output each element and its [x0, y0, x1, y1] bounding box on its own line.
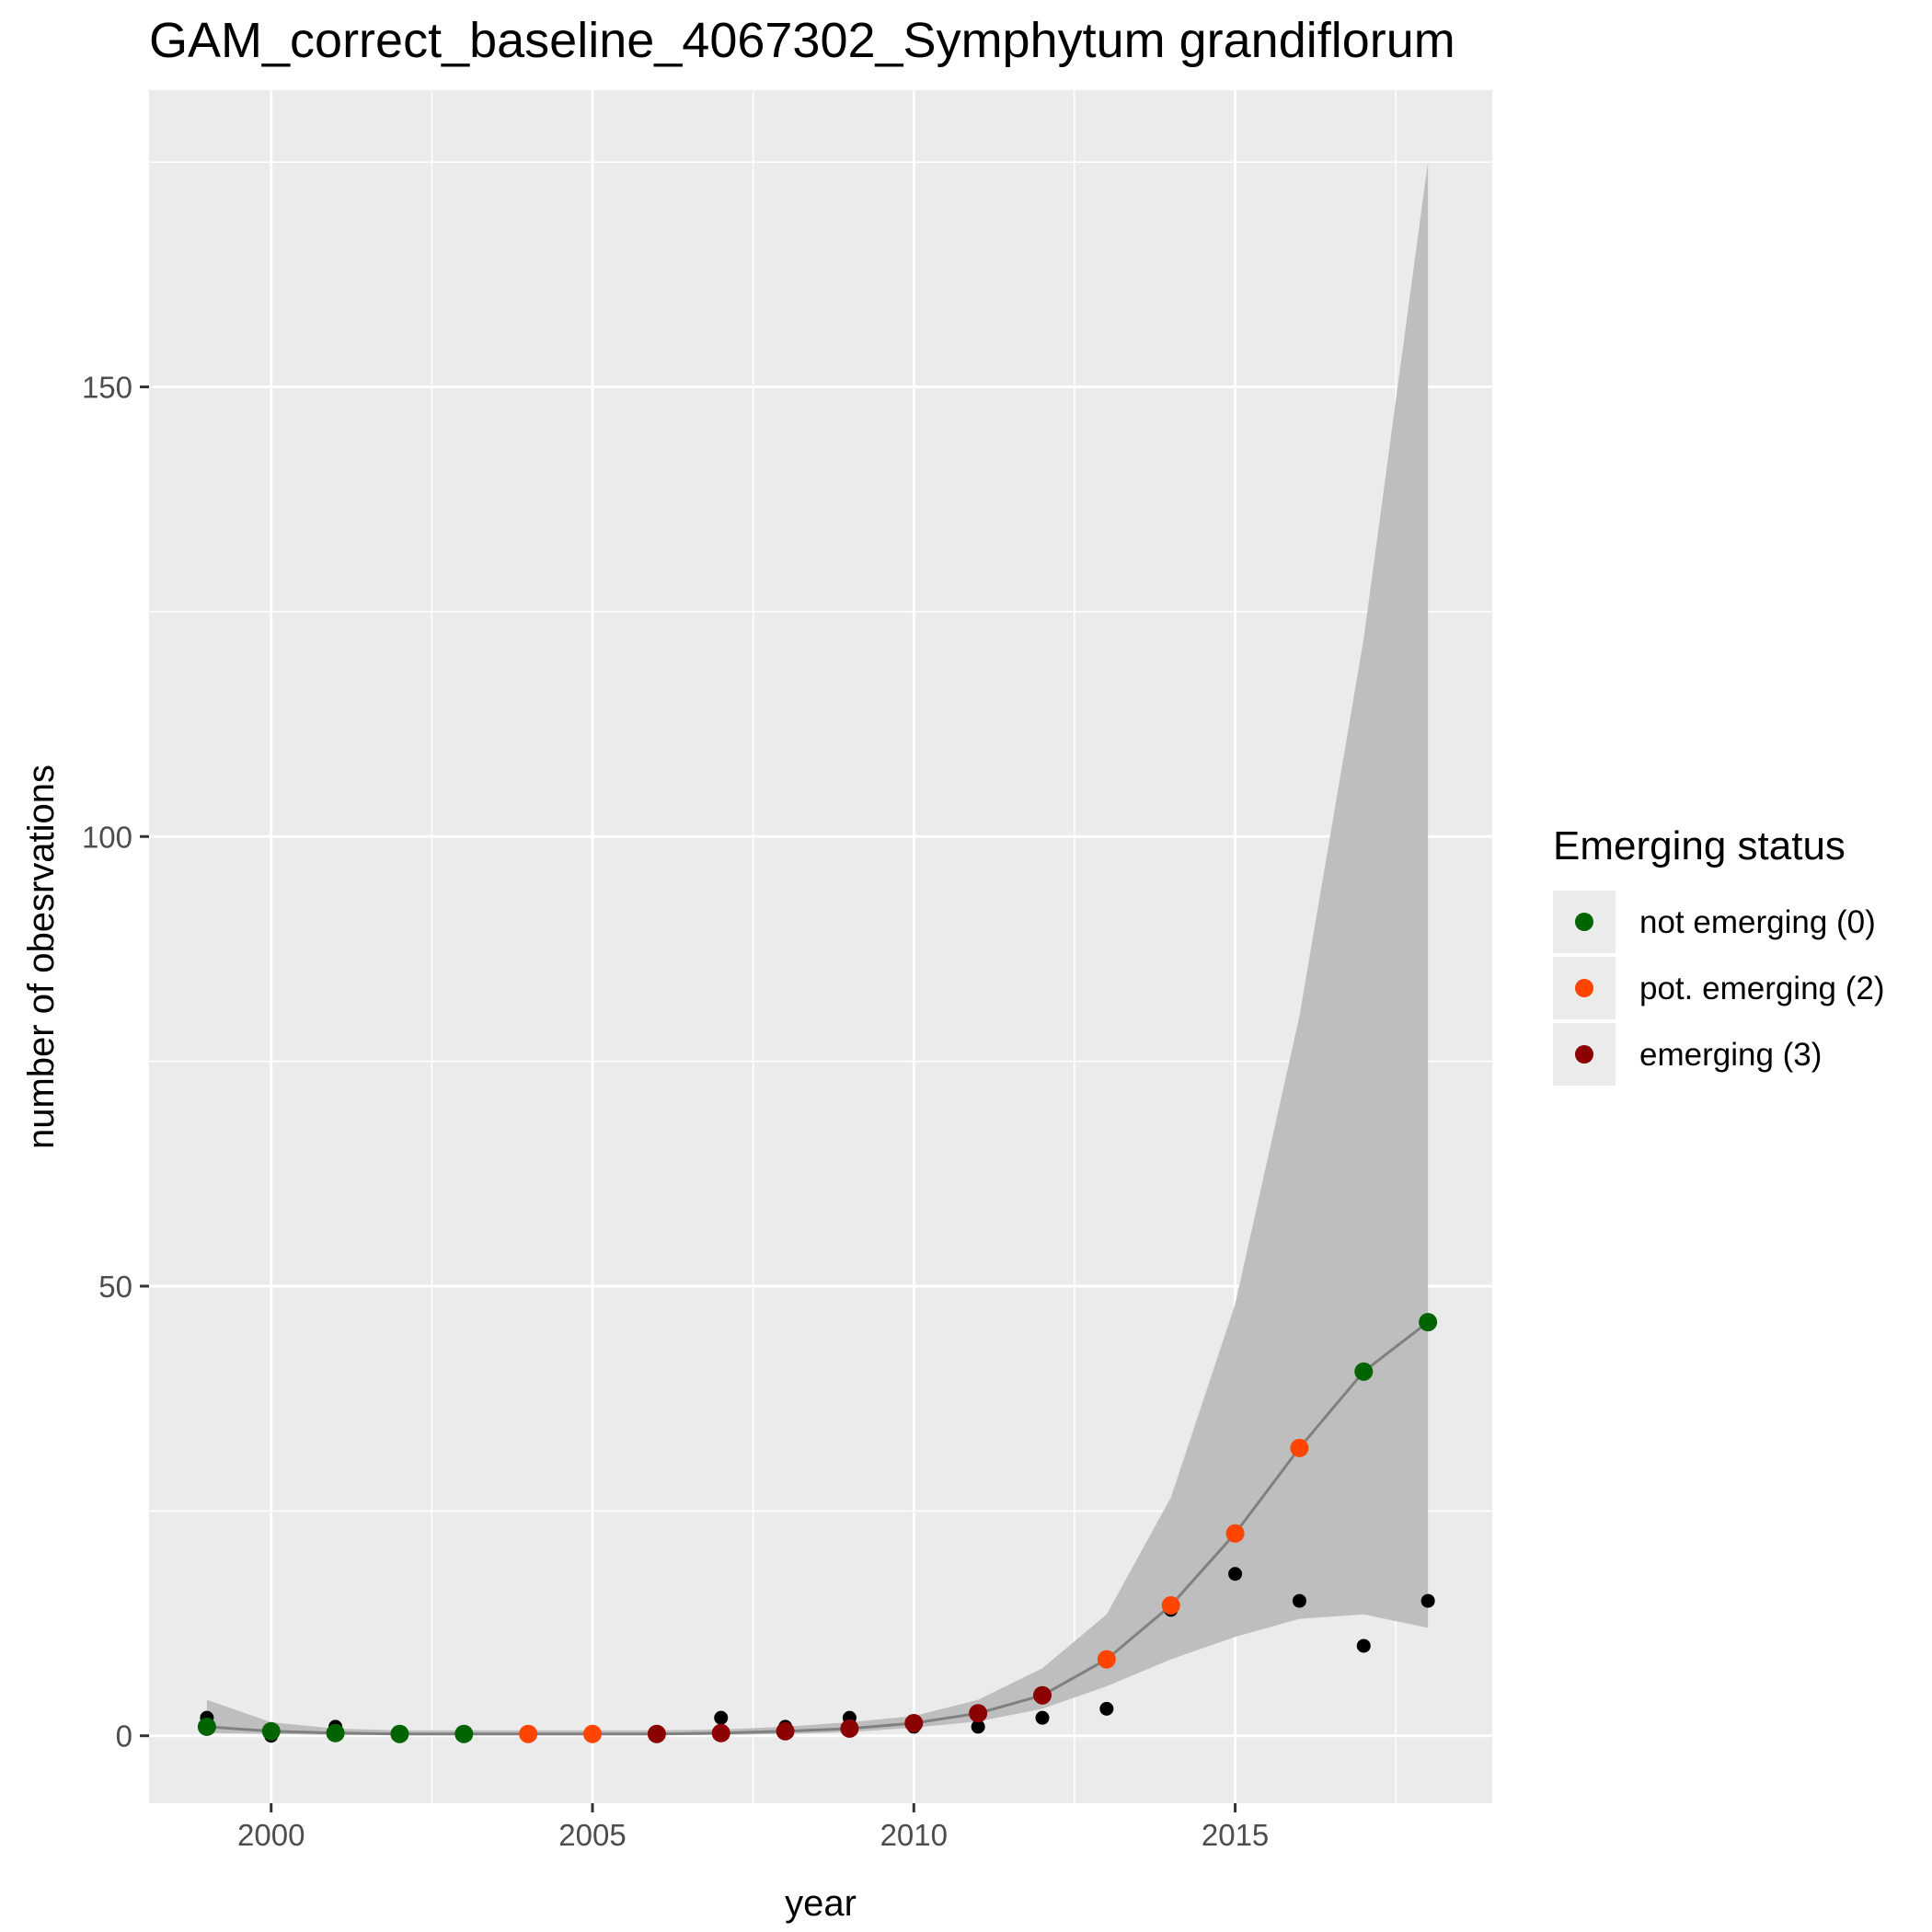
y-tick-label: 150 [82, 371, 132, 405]
observed-point [1099, 1701, 1114, 1716]
fitted-point [1354, 1362, 1374, 1381]
x-axis: 2000 2005 2010 2015 [237, 1803, 1269, 1852]
fitted-point [904, 1714, 924, 1733]
fitted-point [776, 1721, 795, 1741]
legend-label: pot. emerging (2) [1639, 971, 1885, 1006]
fitted-point [197, 1717, 216, 1736]
observed-point [714, 1710, 729, 1725]
observed-point [1420, 1593, 1435, 1608]
fitted-point [390, 1724, 409, 1743]
fitted-point [711, 1723, 730, 1742]
legend-label: not emerging (0) [1639, 904, 1876, 940]
fitted-point [647, 1724, 666, 1743]
legend-key-dot [1575, 1045, 1593, 1064]
fitted-point [1097, 1650, 1116, 1669]
fitted-point [454, 1724, 474, 1743]
x-tick-label: 2010 [880, 1818, 948, 1852]
y-tick-label: 100 [82, 820, 132, 854]
legend-key-dot [1575, 979, 1593, 997]
x-tick-label: 2015 [1202, 1818, 1269, 1852]
y-axis-title: number of obesrvations [21, 765, 62, 1149]
major-gridlines [149, 90, 1492, 1803]
observed-point [971, 1719, 985, 1734]
legend-label: emerging (3) [1639, 1037, 1822, 1073]
x-tick-label: 2005 [558, 1818, 626, 1852]
legend-title: Emerging status [1553, 823, 1846, 868]
observed-point [1228, 1567, 1243, 1581]
fitted-line [206, 1320, 1430, 1736]
confidence-ribbon [206, 162, 1429, 1735]
fitted-point [1161, 1595, 1180, 1615]
fitted-point [261, 1721, 281, 1741]
legend: Emerging status not emerging (0) pot. eme… [1553, 823, 1885, 1086]
chart-title: GAM_correct_baseline_4067302_Symphytum g… [149, 13, 1455, 68]
fitted-point [840, 1719, 859, 1738]
fitted-point [1290, 1438, 1309, 1457]
y-tick-label: 50 [98, 1270, 132, 1304]
fitted-point [1033, 1685, 1052, 1705]
legend-key-dot [1575, 913, 1593, 931]
observed-point [1292, 1593, 1306, 1608]
fitted-point [969, 1704, 988, 1723]
fitted-point [583, 1724, 603, 1743]
x-axis-title: year [785, 1883, 857, 1924]
fitted-point [1419, 1313, 1438, 1332]
observed-point [1035, 1710, 1050, 1725]
y-tick-label: 0 [116, 1719, 132, 1754]
observed-point [1356, 1639, 1371, 1653]
x-tick-label: 2000 [237, 1818, 305, 1852]
fitted-point [519, 1724, 538, 1743]
minor-gridlines [149, 90, 1492, 1803]
y-axis: 0 50 100 150 [82, 371, 149, 1754]
fitted-point [1225, 1524, 1245, 1543]
fitted-point [326, 1723, 345, 1742]
fitted-points [197, 1313, 1438, 1743]
